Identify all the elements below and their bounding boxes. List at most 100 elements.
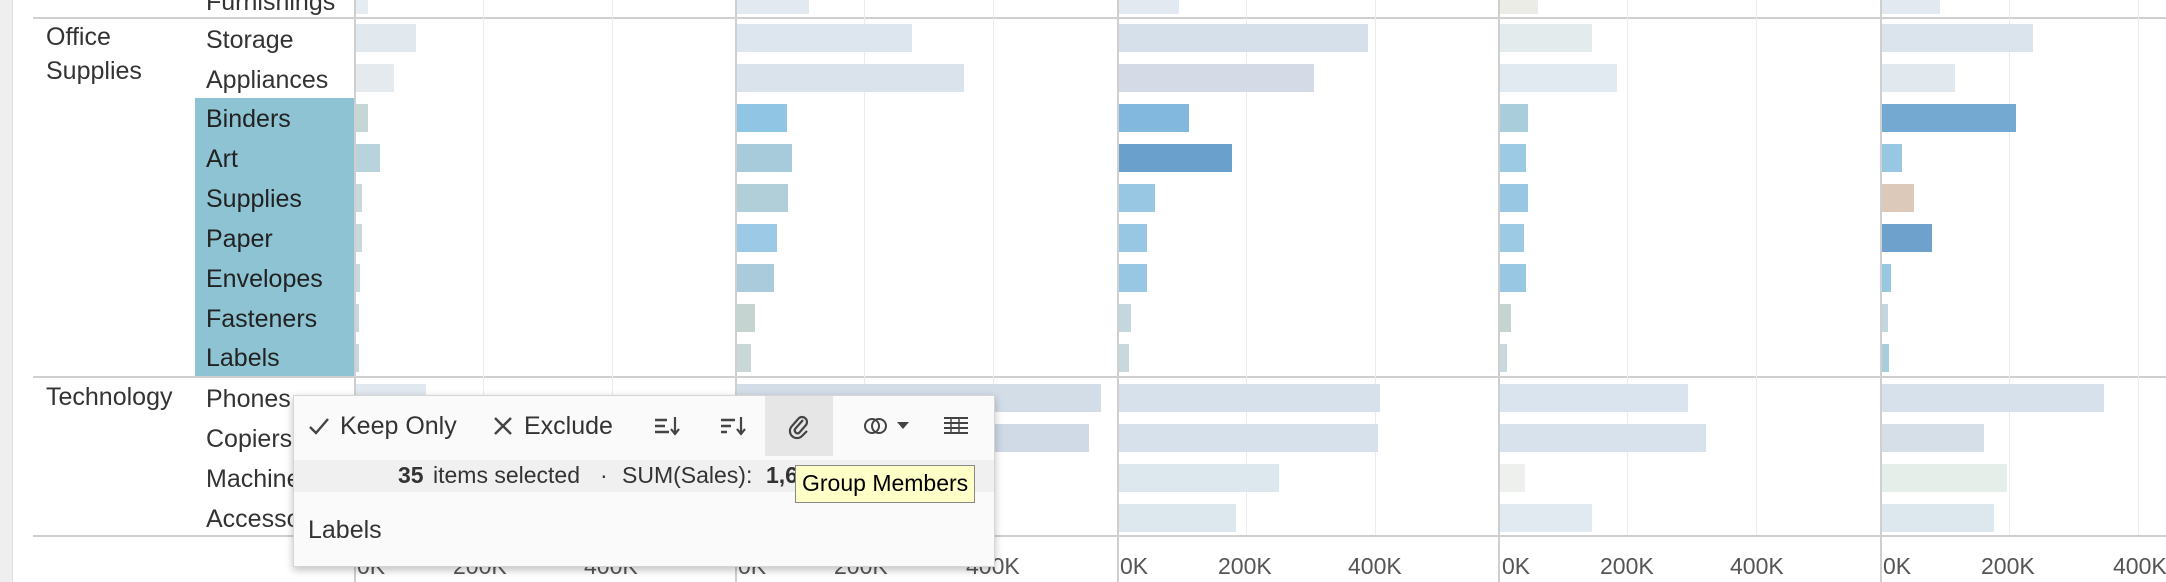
category-label-line1: Office (46, 23, 111, 51)
bar[interactable] (1119, 424, 1378, 452)
exclude-button[interactable]: Exclude (490, 396, 613, 456)
bar[interactable] (356, 144, 380, 172)
gridline (1246, 0, 1247, 535)
bar[interactable] (1119, 24, 1368, 52)
bar[interactable] (356, 0, 368, 14)
group-members-button[interactable] (765, 396, 833, 456)
bar[interactable] (1119, 264, 1147, 292)
subcategory-art[interactable]: Art (206, 145, 238, 173)
bar[interactable] (356, 64, 394, 92)
bar[interactable] (737, 144, 792, 172)
bar[interactable] (1500, 0, 1538, 14)
bar[interactable] (1882, 0, 1940, 14)
subcategory-storage[interactable]: Storage (206, 26, 294, 54)
bar[interactable] (1500, 464, 1525, 492)
bar[interactable] (1882, 424, 1984, 452)
bar[interactable] (1500, 344, 1507, 372)
bar[interactable] (356, 264, 360, 292)
bar[interactable] (1882, 184, 1914, 212)
category-office-supplies[interactable]: Office Supplies (46, 20, 142, 88)
gridline (612, 0, 613, 535)
bar[interactable] (1500, 424, 1706, 452)
bar[interactable] (1500, 504, 1592, 532)
bar[interactable] (1119, 464, 1279, 492)
bar[interactable] (356, 224, 362, 252)
sort-descending-icon (719, 413, 747, 439)
bar[interactable] (1119, 0, 1179, 14)
bar[interactable] (356, 24, 416, 52)
bar[interactable] (1119, 184, 1155, 212)
paperclip-icon (786, 412, 812, 440)
bar[interactable] (1882, 144, 1902, 172)
bar[interactable] (1119, 224, 1147, 252)
axis-tick: 400K (1348, 553, 1402, 579)
bar[interactable] (1500, 384, 1688, 412)
bar[interactable] (1882, 224, 1932, 252)
bar[interactable] (356, 304, 359, 332)
bar[interactable] (737, 64, 964, 92)
bar[interactable] (1500, 64, 1617, 92)
tooltip-toolbar: Keep Only Exclude (294, 396, 994, 456)
bar[interactable] (1882, 344, 1889, 372)
axis-tick: 200K (1218, 553, 1272, 579)
bar[interactable] (1882, 64, 1955, 92)
subcategory-copiers[interactable]: Copiers (206, 425, 293, 453)
category-technology[interactable]: Technology (46, 383, 173, 411)
axis-tick: 400K (2113, 553, 2166, 579)
bar[interactable] (1882, 104, 2016, 132)
subcategory-fasteners[interactable]: Fasteners (206, 305, 318, 333)
subcategory-appliances[interactable]: Appliances (206, 66, 329, 94)
gridline (1627, 0, 1628, 535)
bar[interactable] (737, 264, 774, 292)
bar[interactable] (1500, 104, 1528, 132)
column-divider-4 (1498, 0, 1500, 582)
bar[interactable] (1882, 464, 2007, 492)
subcategory-paper[interactable]: Paper (206, 225, 273, 253)
bar[interactable] (1500, 264, 1526, 292)
subcategory-machines[interactable]: Machine (206, 465, 301, 493)
bar[interactable] (737, 304, 755, 332)
sort-descending-button[interactable] (712, 396, 754, 456)
bar[interactable] (1500, 304, 1511, 332)
bar[interactable] (1119, 384, 1380, 412)
gridline (2009, 0, 2010, 535)
bar[interactable] (1119, 104, 1189, 132)
subcategory-furnishings-partial[interactable]: Furnishings (206, 0, 336, 16)
bar[interactable] (356, 344, 359, 372)
subcategory-phones[interactable]: Phones (206, 385, 291, 413)
bar[interactable] (1119, 144, 1232, 172)
subcategory-envelopes[interactable]: Envelopes (206, 265, 323, 293)
bar[interactable] (1882, 504, 1994, 532)
subcategory-supplies[interactable]: Supplies (206, 185, 302, 213)
selection-highlight (195, 98, 354, 376)
bar[interactable] (1119, 64, 1314, 92)
bar[interactable] (1882, 264, 1891, 292)
sort-ascending-icon (653, 413, 681, 439)
bar[interactable] (1882, 24, 2033, 52)
view-data-button[interactable] (942, 396, 970, 456)
bar[interactable] (737, 0, 809, 14)
subcategory-accessories[interactable]: Accesso (206, 505, 301, 533)
bar[interactable] (1119, 344, 1129, 372)
bar[interactable] (356, 104, 368, 132)
sort-ascending-button[interactable] (646, 396, 688, 456)
selected-count: 35 (398, 462, 424, 488)
bar[interactable] (737, 184, 788, 212)
bar[interactable] (356, 184, 362, 212)
bar[interactable] (737, 224, 777, 252)
subcategory-binders[interactable]: Binders (206, 105, 291, 133)
bar[interactable] (1882, 304, 1888, 332)
bar[interactable] (1119, 504, 1236, 532)
bar[interactable] (1882, 384, 2104, 412)
bar[interactable] (737, 344, 751, 372)
subcategory-labels[interactable]: Labels (206, 344, 280, 372)
bar[interactable] (737, 24, 912, 52)
bar[interactable] (1500, 144, 1526, 172)
bar[interactable] (737, 104, 787, 132)
sets-button[interactable] (862, 396, 910, 456)
keep-only-button[interactable]: Keep Only (306, 396, 457, 456)
bar[interactable] (1119, 304, 1131, 332)
bar[interactable] (1500, 24, 1592, 52)
bar[interactable] (1500, 184, 1528, 212)
bar[interactable] (1500, 224, 1524, 252)
